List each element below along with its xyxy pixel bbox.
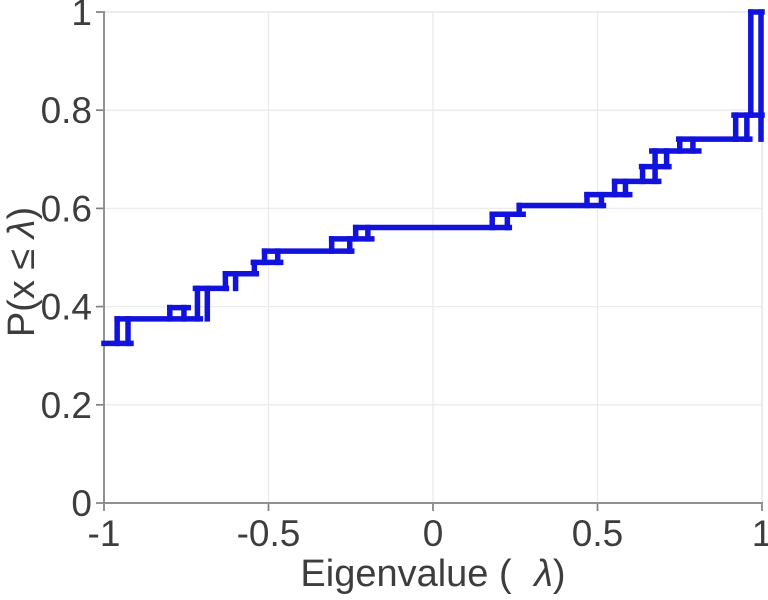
x-tick-label: -0.5 [237, 513, 301, 554]
x-tick-label: 0.5 [572, 513, 623, 554]
x-tick-label: -1 [88, 513, 121, 554]
tick-marks [96, 11, 763, 511]
x-axis-label: Eigenvalue ( λ) [300, 553, 565, 595]
x-tick-label: 0 [423, 513, 444, 554]
tick-labels: -1 -0.5 0 0.5 1 0 0.2 0.4 0.6 0.8 1 [41, 0, 768, 554]
y-tick-label: 0.4 [41, 287, 92, 328]
y-tick-label: 1 [71, 0, 92, 33]
y-tick-label: 0 [71, 483, 92, 524]
y-tick-label: 0.6 [41, 188, 92, 229]
axes [103, 11, 763, 504]
cdf-step-curve [101, 9, 765, 347]
grid-lines [104, 12, 762, 503]
y-tick-label: 0.8 [41, 90, 92, 131]
y-axis-label: P(x ≤ λ) [1, 207, 43, 337]
y-tick-label: 0.2 [41, 385, 92, 426]
axis-labels: Eigenvalue ( λ) P(x ≤ λ) [1, 207, 566, 595]
x-tick-label: 1 [752, 513, 768, 554]
